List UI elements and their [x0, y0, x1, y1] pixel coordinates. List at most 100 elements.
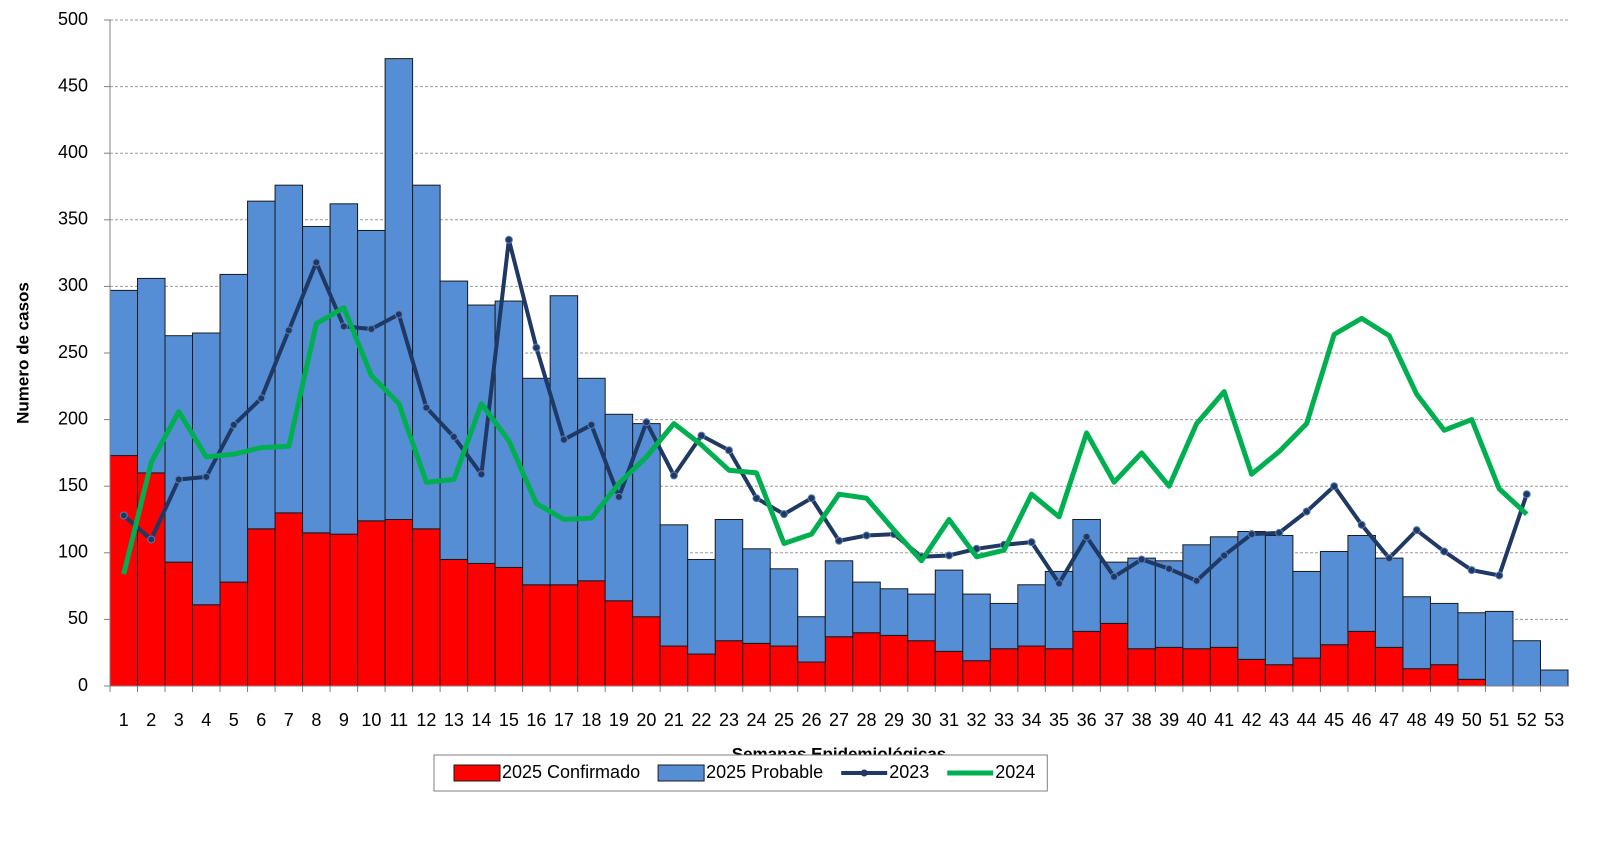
bar-segment: [1429, 664, 1459, 687]
bar-segment: [1209, 536, 1239, 648]
bar-segment: [742, 642, 771, 687]
bar-segment: [1237, 530, 1266, 660]
line-marker: [807, 494, 816, 503]
line-marker: [559, 435, 568, 444]
x-tick-label: 34: [1022, 710, 1042, 730]
line-marker: [174, 475, 183, 484]
x-tick-label: 52: [1517, 710, 1537, 730]
line-series: [122, 237, 1529, 586]
bar-segment: [989, 602, 1019, 650]
line-marker: [862, 531, 871, 540]
bar-segment: [439, 558, 469, 687]
x-tick-label: 26: [801, 710, 821, 730]
bar-segment: [329, 203, 359, 535]
line-marker: [1220, 551, 1229, 560]
line-marker: [1412, 526, 1421, 535]
line-marker: [477, 470, 486, 479]
x-tick-label: 39: [1159, 710, 1179, 730]
bar-segment: [1072, 630, 1101, 687]
bar-segment: [549, 584, 579, 687]
y-tick-label: 400: [58, 142, 88, 162]
bar-segment: [439, 280, 469, 560]
bar-segment: [907, 640, 936, 687]
bar-segment: [797, 661, 826, 687]
x-tick-label: 24: [746, 710, 766, 730]
bar-segment: [934, 569, 964, 652]
line-marker: [1522, 490, 1531, 499]
bar-segment: [852, 632, 881, 687]
line-marker: [147, 535, 156, 544]
bar-segment: [687, 558, 716, 655]
legend-box: [433, 754, 1048, 792]
x-tick-label: 12: [416, 710, 436, 730]
bar-segment: [1044, 648, 1074, 687]
bar-segment: [1099, 622, 1129, 687]
line-marker: [1467, 566, 1476, 575]
line-marker: [1385, 554, 1394, 563]
bar-segment: [1512, 640, 1541, 687]
bar-segment: [769, 645, 799, 687]
bar-segment: [1182, 544, 1211, 650]
line-marker: [835, 536, 843, 545]
bar-segment: [797, 616, 826, 663]
x-tick-label: 18: [581, 710, 601, 730]
x-tick-label: 13: [444, 710, 464, 730]
x-tick-label: 28: [856, 710, 876, 730]
line-marker: [449, 432, 458, 441]
x-tick-label: 5: [229, 710, 239, 730]
line-marker: [587, 420, 596, 429]
x-tick-label: 51: [1489, 710, 1509, 730]
line-marker: [642, 418, 651, 427]
y-tick-label: 250: [58, 342, 88, 362]
bar-segment: [1402, 668, 1431, 687]
x-tick-label: 27: [829, 710, 849, 730]
bar-segment: [1484, 610, 1514, 687]
bar-segment: [164, 561, 194, 687]
x-tick-label: 3: [174, 710, 184, 730]
x-tick-label: 19: [609, 710, 629, 730]
bar-segment: [1264, 534, 1294, 666]
x-tick-label: 30: [912, 710, 932, 730]
line-marker: [1082, 532, 1091, 541]
line-marker: [1275, 528, 1284, 537]
x-tick-label: 41: [1214, 710, 1234, 730]
y-axis-title: Numero de casos: [13, 282, 32, 424]
legend: 2025 Confirmado 2025 Probable 2023 2024: [433, 754, 1048, 792]
bar-segment: [467, 562, 496, 687]
bar-segment: [247, 200, 276, 530]
bar-segment: [1347, 630, 1376, 687]
bar-segment: [357, 520, 386, 687]
x-tick-label: 37: [1104, 710, 1124, 730]
line-marker: [229, 420, 238, 429]
x-tick-label: 49: [1434, 710, 1454, 730]
x-tick-label: 4: [201, 710, 211, 730]
bar-segment: [384, 58, 414, 521]
x-tick-label: 2: [146, 710, 156, 730]
legend-label: 2024: [995, 762, 1035, 782]
bar-segment: [494, 566, 524, 687]
bar-segment: [1127, 648, 1156, 687]
bar-segment: [247, 528, 276, 687]
line-marker: [532, 343, 541, 352]
bar-segment: [357, 229, 386, 522]
y-tick-label: 300: [58, 275, 88, 295]
bar-segment: [769, 568, 799, 647]
line-marker: [724, 446, 733, 455]
line-marker: [1137, 555, 1146, 564]
x-tick-label: 53: [1544, 710, 1564, 730]
bar-segment: [1292, 570, 1321, 659]
bar-segment: [714, 640, 744, 687]
bar-segment: [302, 225, 331, 534]
bar-segment: [659, 524, 689, 647]
line-marker: [697, 431, 706, 440]
line-marker: [312, 258, 321, 267]
bar-segment: [989, 648, 1019, 687]
bar-segment: [412, 184, 441, 530]
x-tick-label: 45: [1324, 710, 1344, 730]
x-tick-label: 40: [1187, 710, 1207, 730]
bar-segment: [192, 332, 221, 606]
x-tick-label: 44: [1297, 710, 1317, 730]
bar-segment: [577, 580, 606, 687]
bar-segment: [1457, 612, 1486, 680]
line-marker: [752, 494, 761, 503]
